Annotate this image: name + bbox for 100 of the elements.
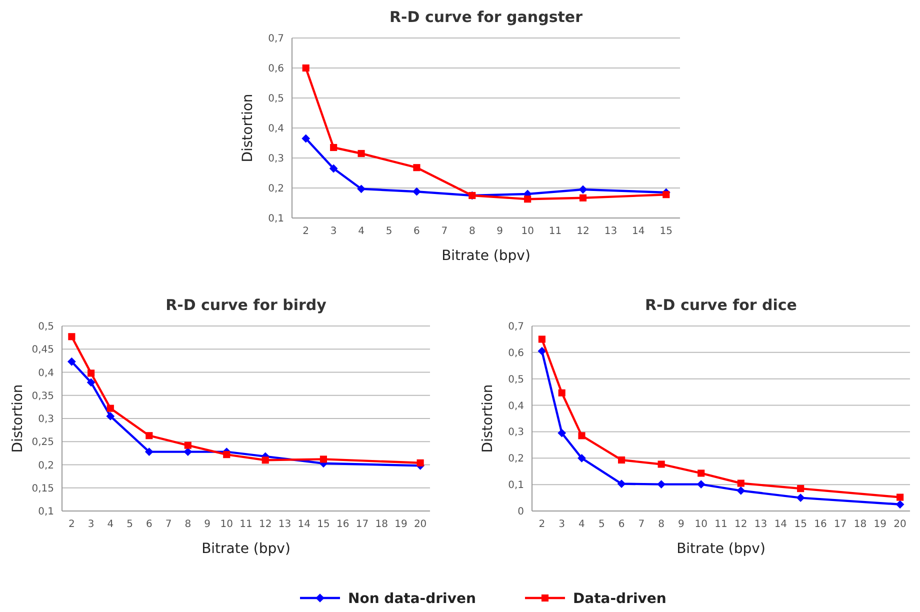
y-tick-label: 0,5: [38, 322, 54, 332]
y-tick-label: 0,2: [38, 460, 54, 472]
x-tick-label: 14: [774, 519, 788, 530]
y-tick-label: 0,6: [508, 348, 524, 359]
x-tick-label: 6: [146, 519, 152, 530]
point: [416, 459, 424, 466]
point: [797, 485, 804, 492]
x-tick-label: 13: [604, 226, 618, 237]
point: [412, 187, 421, 196]
point: [696, 480, 706, 489]
x-tick-label: 11: [548, 226, 562, 237]
x-tick-label: 12: [576, 226, 590, 237]
x-tick-label: 3: [88, 519, 94, 530]
point: [67, 357, 76, 366]
point: [737, 480, 744, 487]
y-tick-label: 0,2: [268, 184, 284, 194]
y-tick-label: 0,45: [32, 344, 54, 356]
point: [184, 442, 192, 449]
point: [302, 134, 310, 143]
point: [618, 456, 626, 464]
x-tick-label: 5: [386, 226, 392, 237]
x-tick-label: 10: [694, 519, 708, 530]
point: [106, 412, 115, 420]
legend-label: Data-driven: [573, 590, 666, 607]
x-tick-label: 18: [375, 519, 388, 530]
point: [144, 448, 154, 456]
y-tick-label: 0,7: [508, 322, 524, 332]
x-tick-label: 14: [632, 226, 645, 237]
point: [223, 451, 230, 458]
x-tick-label: 8: [184, 519, 192, 530]
y-tick-label: 0,1: [508, 480, 524, 492]
point: [329, 164, 338, 173]
y-tick-label: 0,4: [38, 368, 54, 379]
x-tick-label: 15: [794, 519, 807, 530]
point: [106, 404, 114, 412]
point: [358, 150, 365, 158]
point: [736, 486, 746, 495]
y-tick-label: 0,25: [32, 437, 54, 448]
point: [538, 336, 546, 343]
point: [262, 456, 269, 464]
x-tick-label: 5: [598, 519, 605, 530]
point: [658, 460, 665, 468]
point: [558, 389, 566, 396]
x-axis-title: Bitrate (bpv): [202, 541, 290, 557]
x-tick-label: 2: [68, 519, 75, 530]
y-tick-label: 0,1: [38, 506, 54, 518]
point: [896, 500, 904, 509]
x-tick-label: 15: [660, 226, 673, 237]
x-tick-label: 9: [678, 519, 684, 530]
point: [88, 370, 95, 377]
point: [357, 184, 366, 194]
y-axis-title: Distortion: [480, 384, 496, 453]
point: [524, 196, 532, 203]
y-axis-title: Distortion: [10, 384, 26, 453]
y-tick-label: 0,2: [508, 454, 524, 465]
x-tick-label: 13: [754, 519, 768, 530]
x-tick-label: 17: [356, 519, 369, 530]
x-axis-title: Bitrate (bpv): [442, 248, 530, 264]
point: [578, 454, 586, 462]
x-tick-label: 19: [874, 519, 887, 530]
x-tick-label: 12: [734, 519, 748, 530]
point: [330, 144, 338, 152]
x-tick-label: 3: [558, 519, 566, 530]
point: [413, 164, 420, 172]
x-tick-label: 7: [638, 519, 645, 530]
x-tick-label: 4: [578, 519, 585, 530]
x-tick-label: 16: [814, 519, 827, 530]
point: [558, 428, 566, 438]
legend-label: Non data-driven: [348, 590, 476, 607]
x-tick-label: 6: [618, 519, 625, 530]
point: [146, 432, 153, 440]
x-tick-label: 7: [441, 226, 448, 237]
point: [578, 185, 588, 194]
point: [68, 333, 76, 340]
y-tick-label: 0,35: [32, 390, 54, 402]
y-tick-label: 0,4: [508, 400, 524, 412]
y-tick-label: 0,15: [32, 483, 54, 494]
x-tick-label: 14: [298, 519, 310, 530]
chart-title: R-D curve for gangster: [390, 8, 584, 26]
y-tick-label: 0,5: [268, 94, 284, 104]
y-axis-title: Distortion: [240, 94, 256, 162]
x-tick-label: 6: [414, 226, 420, 237]
y-tick-label: 0,3: [508, 427, 524, 438]
x-tick-label: 2: [538, 519, 546, 530]
x-tick-label: 8: [468, 226, 476, 237]
x-tick-label: 3: [330, 226, 337, 237]
y-tick-label: 0,7: [268, 34, 284, 44]
point: [896, 494, 904, 501]
x-tick-label: 11: [240, 519, 252, 530]
point: [86, 378, 96, 387]
y-tick-label: 0,3: [268, 154, 284, 164]
x-tick-label: 13: [278, 519, 292, 530]
point: [796, 494, 805, 502]
y-tick-label: 0: [518, 506, 524, 518]
point: [538, 346, 546, 356]
x-tick-label: 4: [358, 226, 364, 237]
x-tick-label: 10: [220, 519, 233, 530]
point: [657, 480, 666, 489]
point: [579, 194, 587, 202]
point: [698, 470, 705, 477]
